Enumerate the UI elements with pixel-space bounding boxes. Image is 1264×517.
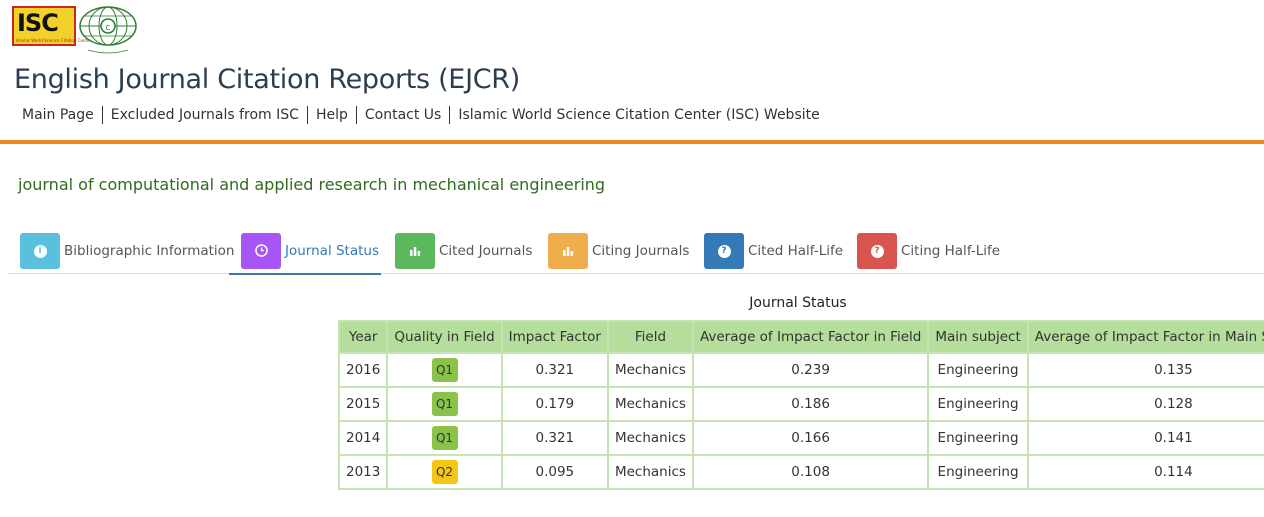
tab-label: Bibliographic Information [64,243,235,259]
cell-avg-subject: 0.114 [1026,454,1264,490]
cell-quality: Q1 [386,352,503,388]
bar-chart-icon [548,233,588,269]
tab-journal-status[interactable]: Journal Status [229,228,381,275]
isc-logo[interactable]: ISC Islamic World Science Citation Cente… [12,6,91,46]
isc-emblem-icon: c [79,6,137,54]
cell-main-subject: Engineering [927,386,1029,422]
nav-contact-us[interactable]: Contact Us [355,106,449,124]
cell-year: 2014 [337,420,389,456]
cell-field: Mechanics [606,352,694,388]
quality-badge: Q2 [431,460,458,484]
cell-quality: Q1 [386,386,503,422]
journal-name: journal of computational and applied res… [18,175,606,194]
cell-main-subject: Engineering [927,454,1029,490]
col-avg-subject: Average of Impact Factor in Main Subject [1026,320,1264,354]
tab-cited-journals[interactable]: Cited Journals [395,228,532,274]
cell-quality: Q2 [386,454,503,490]
quality-badge: Q1 [431,392,458,416]
table-row: 2015 Q1 0.179 Mechanics 0.186 Engineering 0.12… [337,386,1264,422]
cell-year: 2015 [337,386,389,422]
col-quality: Quality in Field [386,320,503,354]
info-icon: i [20,233,60,269]
col-main-subject: Main subject [927,320,1029,354]
cell-avg-field: 0.166 [691,420,930,456]
cell-avg-subject: 0.135 [1026,352,1264,388]
quality-badge: Q1 [431,358,458,382]
isc-logo-text: ISC [17,9,59,37]
table-header-row: Year Quality in Field Impact Factor Fiel… [337,320,1264,354]
tab-label: Journal Status [285,242,379,259]
cell-avg-field: 0.239 [691,352,930,388]
tab-bar: i Bibliographic Information Journal Stat… [8,228,1264,275]
nav-help[interactable]: Help [306,106,356,124]
cell-avg-subject: 0.141 [1026,420,1264,456]
col-impact-factor: Impact Factor [500,320,609,354]
tab-label: Citing Journals [592,243,690,259]
page-title: English Journal Citation Reports (EJCR) [14,64,520,95]
cell-impact-factor: 0.321 [500,420,609,456]
cell-avg-field: 0.108 [691,454,930,490]
journal-status-table: Year Quality in Field Impact Factor Fiel… [337,320,1264,490]
isc-logo-subtext: Islamic World Science Citation Center [16,38,92,43]
cell-impact-factor: 0.179 [500,386,609,422]
clock-icon [241,232,281,269]
tab-cited-half-life[interactable]: ? Cited Half-Life [704,228,843,274]
table-row: 2016 Q1 0.321 Mechanics 0.239 Engineering 0.13… [337,352,1264,388]
table-row: 2014 Q1 0.321 Mechanics 0.166 Engineering 0.14… [337,420,1264,456]
cell-main-subject: Engineering [927,420,1029,456]
quality-badge: Q1 [431,426,458,450]
cell-avg-subject: 0.128 [1026,386,1264,422]
nav-isc-website[interactable]: Islamic World Science Citation Center (I… [449,106,827,124]
cell-field: Mechanics [606,386,694,422]
bar-chart-icon [395,233,435,269]
nav-main-page[interactable]: Main Page [22,107,94,123]
tab-citing-journals[interactable]: Citing Journals [548,228,689,274]
col-avg-field: Average of Impact Factor in Field [691,320,930,354]
table-row: 2013 Q2 0.095 Mechanics 0.108 Engineering 0.11… [337,454,1264,490]
svg-text:c: c [106,23,111,33]
col-year: Year [337,320,389,354]
top-navigation: Main Page Excluded Journals from ISC Hel… [14,106,828,124]
tab-label: Citing Half-Life [901,243,1001,259]
header-divider [0,140,1264,144]
cell-year: 2016 [337,352,389,388]
cell-field: Mechanics [606,454,694,490]
tab-label: Cited Journals [439,243,533,259]
nav-excluded-journals[interactable]: Excluded Journals from ISC [101,106,307,124]
cell-field: Mechanics [606,420,694,456]
cell-quality: Q1 [386,420,503,456]
question-icon: ? [704,233,744,269]
tab-label: Cited Half-Life [748,243,844,259]
question-icon: ? [857,233,897,269]
tab-citing-half-life[interactable]: ? Citing Half-Life [857,228,1000,274]
cell-impact-factor: 0.095 [500,454,609,490]
cell-main-subject: Engineering [927,352,1029,388]
cell-impact-factor: 0.321 [500,352,609,388]
cell-year: 2013 [337,454,389,490]
col-field: Field [606,320,694,354]
table-caption: Journal Status [749,295,847,311]
cell-avg-field: 0.186 [691,386,930,422]
tab-bibliographic-information[interactable]: i Bibliographic Information [20,228,234,274]
